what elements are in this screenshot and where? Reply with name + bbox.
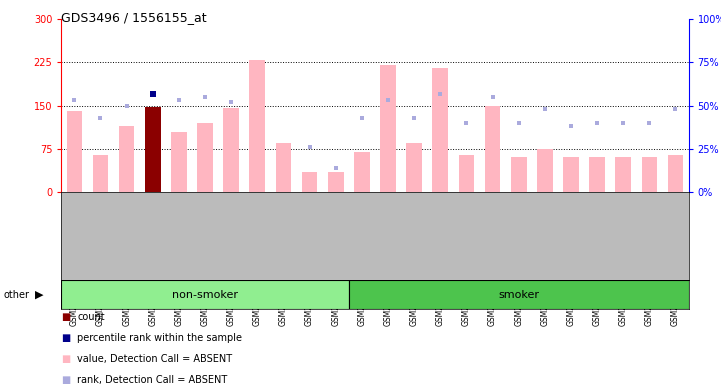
- Text: percentile rank within the sample: percentile rank within the sample: [77, 333, 242, 343]
- Bar: [275, 143, 291, 192]
- Bar: [145, 107, 161, 192]
- Text: value, Detection Call = ABSENT: value, Detection Call = ABSENT: [77, 354, 232, 364]
- Text: ■: ■: [61, 354, 71, 364]
- Text: non-smoker: non-smoker: [172, 290, 238, 300]
- Bar: [92, 155, 108, 192]
- Bar: [407, 143, 422, 192]
- Bar: [380, 65, 396, 192]
- Bar: [61, 280, 349, 309]
- Bar: [433, 68, 448, 192]
- Bar: [198, 123, 213, 192]
- Bar: [589, 157, 605, 192]
- Text: GDS3496 / 1556155_at: GDS3496 / 1556155_at: [61, 12, 207, 25]
- Text: smoker: smoker: [498, 290, 539, 300]
- Text: rank, Detection Call = ABSENT: rank, Detection Call = ABSENT: [77, 375, 227, 384]
- Text: ■: ■: [61, 312, 71, 322]
- Text: other: other: [4, 290, 30, 300]
- Text: ▶: ▶: [35, 290, 43, 300]
- Bar: [328, 172, 343, 192]
- Bar: [171, 131, 187, 192]
- Bar: [510, 157, 526, 192]
- Bar: [349, 280, 689, 309]
- Bar: [615, 157, 631, 192]
- Bar: [668, 155, 684, 192]
- Bar: [224, 109, 239, 192]
- Text: ■: ■: [61, 375, 71, 384]
- Text: ■: ■: [61, 333, 71, 343]
- Bar: [459, 155, 474, 192]
- Text: count: count: [77, 312, 105, 322]
- Bar: [642, 157, 658, 192]
- Bar: [485, 106, 500, 192]
- Bar: [537, 149, 553, 192]
- Bar: [66, 111, 82, 192]
- Bar: [249, 60, 265, 192]
- Bar: [119, 126, 134, 192]
- Bar: [301, 172, 317, 192]
- Bar: [145, 107, 161, 192]
- Bar: [354, 152, 370, 192]
- Bar: [563, 157, 579, 192]
